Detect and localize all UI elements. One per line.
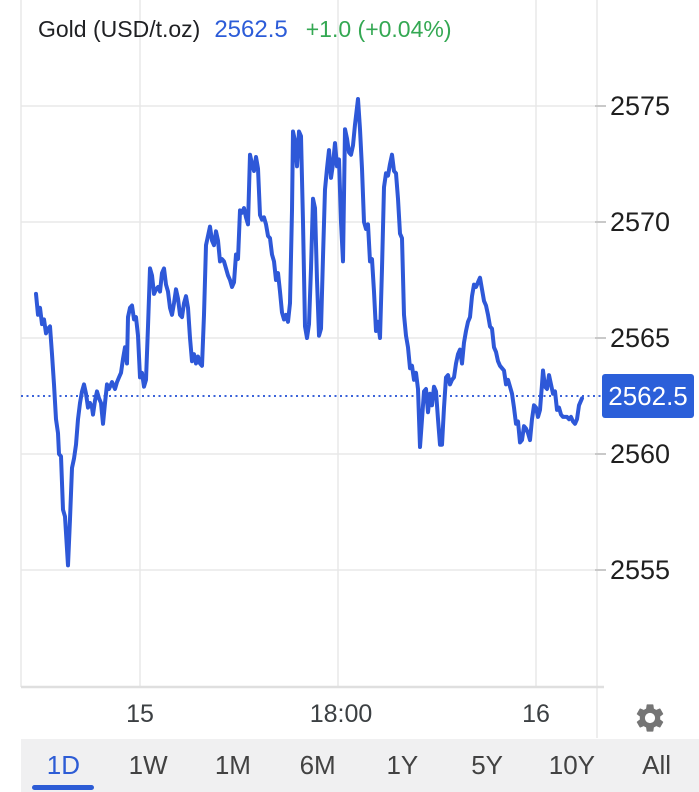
tab-label: 1W xyxy=(128,750,168,780)
y-axis-tick-label: 2570 xyxy=(610,207,671,237)
current-price-badge: 2562.5 xyxy=(602,374,694,418)
x-axis-tick-label: 15 xyxy=(126,700,154,728)
gear-icon xyxy=(636,704,664,732)
price-chart-canvas[interactable] xyxy=(0,0,699,739)
price-line-series xyxy=(34,97,584,568)
tab-range-1y[interactable]: 1Y xyxy=(360,739,445,792)
tab-label: All xyxy=(642,750,672,780)
tab-label: 10Y xyxy=(548,750,595,780)
instrument-title: Gold (USD/t.oz) xyxy=(38,16,201,42)
tab-label: 1D xyxy=(46,750,80,780)
tab-label: 1M xyxy=(214,750,251,780)
tab-range-10y[interactable]: 10Y xyxy=(530,739,615,792)
chart-header: Gold (USD/t.oz) 2562.5 +1.0 (+0.04%) xyxy=(38,16,452,44)
tab-range-1d[interactable]: 1D xyxy=(21,739,106,792)
tab-range-5y[interactable]: 5Y xyxy=(445,739,530,792)
x-axis-tick-label: 16 xyxy=(522,700,550,728)
tab-range-all[interactable]: All xyxy=(614,739,699,792)
chart-settings-button[interactable] xyxy=(633,701,667,735)
active-tab-underline xyxy=(32,785,95,790)
price-change-value: +1.0 (+0.04%) xyxy=(305,16,452,42)
tab-range-1m[interactable]: 1M xyxy=(191,739,276,792)
y-axis-tick-label: 2565 xyxy=(610,323,671,353)
range-tab-bar: 1D 1W 1M 6M 1Y 5Y 10Y All xyxy=(21,739,699,792)
tab-label: 6M xyxy=(299,750,336,780)
last-price-value: 2562.5 xyxy=(214,16,288,43)
tab-range-6m[interactable]: 6M xyxy=(275,739,360,792)
x-axis-tick-label: 18:00 xyxy=(309,700,373,728)
y-axis-tick-label: 2575 xyxy=(610,91,671,121)
tab-range-1w[interactable]: 1W xyxy=(106,739,191,792)
y-axis-tick-label: 2560 xyxy=(610,439,671,469)
tab-label: 1Y xyxy=(386,750,419,780)
tab-label: 5Y xyxy=(471,750,504,780)
y-axis-tick-label: 2555 xyxy=(610,555,671,585)
